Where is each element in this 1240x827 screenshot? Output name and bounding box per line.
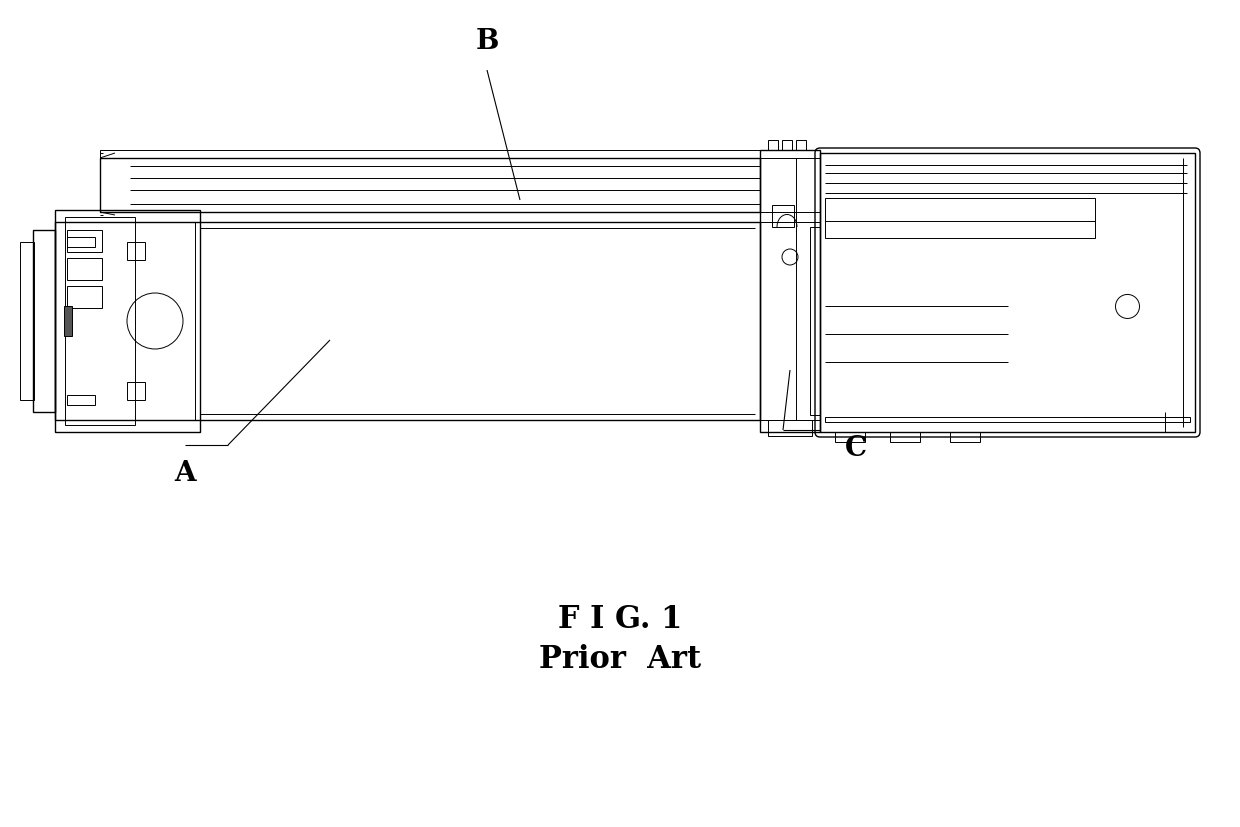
Bar bbox=[100, 158, 760, 212]
Bar bbox=[796, 140, 806, 150]
Bar bbox=[768, 420, 812, 436]
Bar bbox=[760, 150, 820, 432]
Bar bbox=[825, 417, 1190, 422]
Bar bbox=[810, 227, 820, 415]
Bar bbox=[55, 210, 200, 432]
Bar bbox=[820, 153, 1195, 432]
Bar bbox=[768, 140, 777, 150]
Bar bbox=[67, 258, 102, 280]
Bar bbox=[55, 222, 760, 420]
Bar bbox=[64, 217, 135, 425]
Bar bbox=[782, 140, 792, 150]
Bar bbox=[67, 286, 102, 308]
Text: F I G. 1: F I G. 1 bbox=[558, 605, 682, 635]
Bar bbox=[890, 432, 920, 442]
Text: B: B bbox=[475, 28, 498, 55]
Bar bbox=[126, 242, 145, 260]
Bar bbox=[825, 198, 1095, 238]
Bar bbox=[64, 306, 72, 336]
Bar bbox=[126, 382, 145, 400]
Bar bbox=[20, 242, 33, 400]
Bar bbox=[67, 395, 95, 405]
Bar bbox=[33, 230, 55, 412]
Bar bbox=[67, 230, 102, 252]
Bar bbox=[100, 150, 760, 158]
Bar bbox=[950, 432, 980, 442]
Text: Prior  Art: Prior Art bbox=[539, 644, 701, 676]
Text: A: A bbox=[174, 460, 196, 487]
Text: C: C bbox=[844, 435, 867, 462]
Bar bbox=[835, 432, 866, 442]
Bar bbox=[67, 237, 95, 247]
Bar bbox=[773, 205, 794, 227]
